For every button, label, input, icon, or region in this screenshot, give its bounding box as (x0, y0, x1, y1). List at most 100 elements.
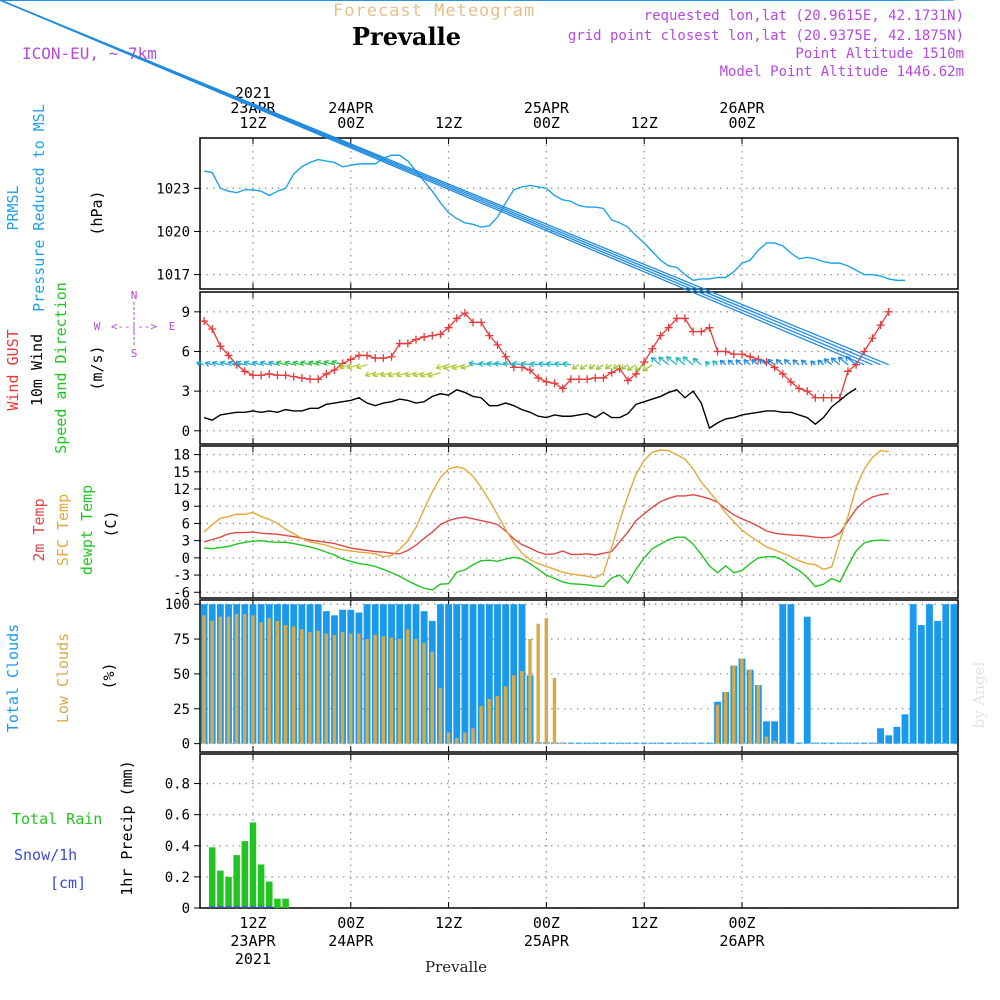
compass-e-label: E (169, 320, 176, 333)
low-cloud-bar (381, 636, 386, 744)
low-cloud-bar (536, 623, 540, 744)
low-cloud-bar (251, 615, 255, 744)
gust-marker (411, 335, 420, 344)
total-cloud-bar (648, 742, 656, 744)
location-title: Prevalle (352, 22, 461, 51)
y-tick-label: 0 (182, 901, 190, 917)
low-cloud-bar (544, 618, 549, 744)
snow-bar (217, 906, 224, 908)
gust-marker (289, 372, 298, 381)
rain-bar (217, 870, 224, 908)
wind-arrow-shaft (627, 364, 637, 371)
total-cloud-bar (820, 742, 827, 744)
wind-direction-arrow (0, 0, 889, 366)
gust-marker (843, 367, 852, 376)
gust-marker (363, 351, 372, 360)
wind-arrow-shaft (545, 362, 555, 366)
wind-direction-arrow (396, 371, 409, 378)
gust-marker (811, 393, 820, 402)
total-cloud-bar (942, 604, 950, 744)
wind-arrow-head (613, 363, 619, 370)
wind-arrow-shaft (356, 364, 368, 369)
low-cloud-bar (520, 671, 524, 744)
wind-arrow-head (727, 359, 734, 366)
gust-marker (444, 323, 453, 332)
wind-direction-arrow (666, 355, 678, 366)
wind-arrow-head (658, 356, 664, 362)
panel-frame-2 (199, 445, 959, 599)
gust-marker (542, 377, 551, 386)
total-cloud-bar (445, 604, 453, 744)
low-cloud-bar (528, 639, 532, 744)
wind-arrow-head (783, 358, 790, 365)
wind-arrow-head (364, 371, 371, 378)
wind-direction-arrow (511, 360, 523, 368)
y-tick-label: 100 (165, 597, 190, 613)
total-cloud-bar (616, 742, 624, 744)
top-time-label: 2021 (235, 84, 271, 102)
low-cloud-bar (732, 665, 736, 744)
gust-marker (819, 393, 828, 402)
wind-arrow-shaft (692, 357, 702, 366)
total-cloud-bar (828, 742, 836, 744)
total-cloud-bar (844, 742, 852, 744)
wind-arrow-head (704, 360, 711, 367)
rain-bar (266, 881, 273, 908)
gust-marker (314, 375, 323, 384)
low-cloud-bar (430, 651, 434, 744)
wind-arrow-head (502, 360, 509, 367)
wind-arrow-shaft (666, 356, 678, 366)
total-cloud-bar (795, 742, 803, 744)
gust-marker (566, 375, 575, 384)
wind-direction-arrow (704, 360, 711, 367)
gust-marker (786, 377, 795, 386)
wind-arrow-head (588, 363, 595, 370)
gust-marker (354, 351, 363, 360)
gust-marker (721, 347, 730, 356)
wind-arrow-shaft (252, 361, 262, 366)
gust-marker (330, 365, 339, 374)
rain-bar (208, 847, 216, 908)
gust-marker (697, 327, 706, 336)
label-10m-wind: 10m Wind (28, 334, 46, 406)
low-cloud-bar (715, 704, 720, 744)
gust-marker (379, 354, 388, 363)
wind-arrow-head (743, 359, 749, 365)
label-wind-gust: Wind GUST (4, 329, 22, 410)
gust-marker (591, 373, 600, 382)
gust-marker (795, 384, 804, 393)
total-cloud-bar (575, 742, 583, 744)
wind-direction-arrow (767, 358, 776, 366)
y-tick-label: 9 (182, 305, 190, 321)
low-cloud-bar (210, 620, 214, 744)
wind-arrow-head (520, 361, 526, 368)
wind-direction-arrow (735, 359, 743, 366)
wind-arrow-shaft (315, 361, 327, 366)
wind-arrow-head (251, 360, 258, 367)
wind-arrow-head (642, 366, 649, 372)
gust-marker (501, 352, 510, 361)
gust-marker (632, 369, 641, 378)
gust-marker (395, 339, 404, 348)
product-title: Forecast Meteogram (333, 1, 536, 21)
wind-direction-arrow (355, 363, 368, 370)
wind-arrow-shaft (512, 362, 523, 366)
top-time-label: 00Z (337, 114, 364, 132)
total-cloud-bar (705, 742, 713, 744)
gust-marker (884, 307, 893, 316)
wind-arrow-head (300, 360, 306, 367)
temp-2m-line (203, 492, 889, 556)
gust-marker (265, 369, 274, 378)
total-cloud-bar (926, 604, 933, 744)
wind-direction-arrow (211, 360, 221, 367)
wind-direction-arrow (300, 360, 311, 367)
total-cloud-bar (950, 604, 958, 744)
wind-direction-arrow (235, 360, 246, 367)
low-cloud-bar (552, 678, 557, 744)
gust-marker (534, 373, 543, 382)
wind-arrow-head (545, 361, 551, 368)
wind-arrow-head (719, 359, 726, 366)
gust-marker (672, 314, 681, 323)
watermark: by Angel (970, 661, 988, 728)
